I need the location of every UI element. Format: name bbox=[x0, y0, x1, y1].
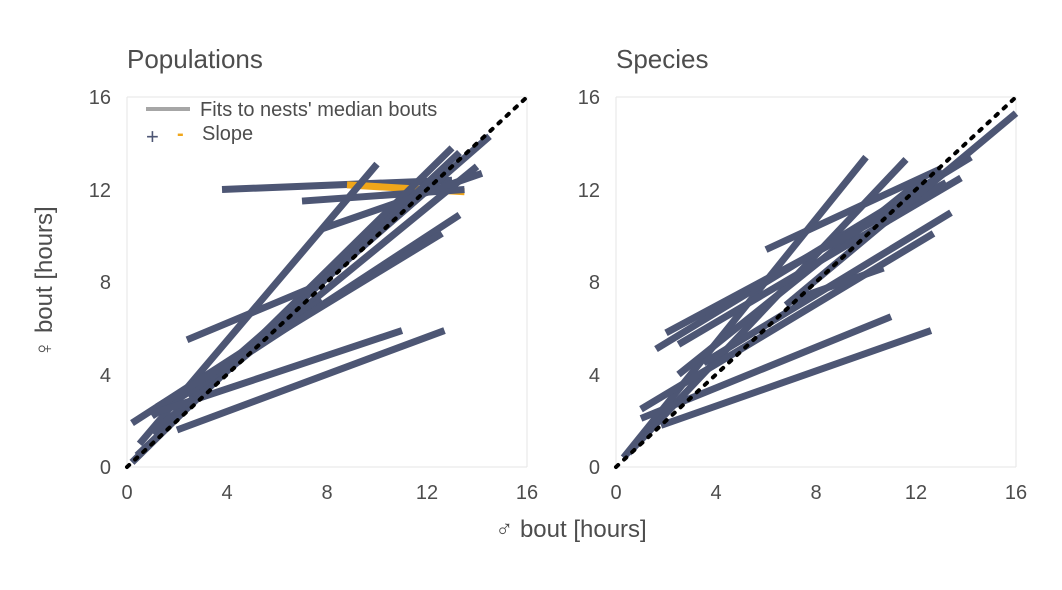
x-tick-label: 4 bbox=[221, 482, 232, 504]
fit-lines-populations bbox=[129, 133, 492, 465]
y-ticks: 16 12 8 4 0 bbox=[578, 87, 600, 479]
y-tick-label: 4 bbox=[589, 365, 600, 387]
fit-line bbox=[639, 313, 893, 422]
fit-line bbox=[789, 264, 885, 304]
x-tick-label: 12 bbox=[416, 482, 438, 504]
identity-line bbox=[614, 95, 1018, 469]
fit-line bbox=[155, 230, 444, 410]
y-tick-label: 16 bbox=[578, 87, 600, 109]
fit-line bbox=[149, 163, 480, 436]
legend-fit-label: Fits to nests' median bouts bbox=[200, 99, 437, 121]
fit-line bbox=[659, 327, 933, 429]
y-tick-label: 8 bbox=[589, 272, 600, 294]
y-tick-label: 4 bbox=[100, 365, 111, 387]
y-tick-label: 8 bbox=[100, 272, 111, 294]
legend-plus-symbol: + bbox=[146, 124, 159, 149]
x-tick-label: 0 bbox=[610, 482, 621, 504]
fit-line bbox=[639, 230, 936, 413]
panel-frame bbox=[615, 96, 1017, 468]
fit-line bbox=[185, 283, 316, 344]
fit-line bbox=[150, 327, 404, 418]
legend-slope-label: Slope bbox=[202, 123, 253, 145]
identity-line bbox=[125, 95, 529, 469]
x-tick-label: 0 bbox=[121, 482, 132, 504]
x-tick-label: 16 bbox=[1005, 482, 1027, 504]
y-tick-label: 0 bbox=[589, 457, 600, 479]
panel-populations: Populations 16 12 8 4 0 0 4 8 12 16 Fits… bbox=[89, 44, 538, 504]
legend-minus-symbol: - bbox=[177, 123, 184, 145]
x-axis-title: ♂ bout [hours] bbox=[495, 516, 646, 543]
x-ticks: 0 4 8 12 16 bbox=[610, 482, 1027, 504]
y-tick-label: 0 bbox=[100, 457, 111, 479]
panel-title-populations: Populations bbox=[127, 44, 263, 74]
x-tick-label: 12 bbox=[905, 482, 927, 504]
x-tick-label: 16 bbox=[516, 482, 538, 504]
x-tick-label: 8 bbox=[810, 482, 821, 504]
panel-species: Species 16 12 8 4 0 0 4 8 12 16 bbox=[578, 44, 1027, 504]
y-tick-label: 16 bbox=[89, 87, 111, 109]
y-tick-label: 12 bbox=[89, 180, 111, 202]
y-axis-title: ♀ bout [hours] bbox=[31, 206, 58, 357]
panel-title-species: Species bbox=[616, 44, 709, 74]
panel-frame bbox=[126, 96, 528, 468]
y-tick-label: 12 bbox=[578, 180, 600, 202]
fit-lines-species bbox=[620, 110, 1019, 460]
legend: Fits to nests' median bouts + - Slope bbox=[146, 99, 437, 149]
x-tick-label: 8 bbox=[321, 482, 332, 504]
fit-line bbox=[320, 170, 484, 233]
x-ticks: 0 4 8 12 16 bbox=[121, 482, 538, 504]
fit-line bbox=[175, 327, 446, 434]
y-ticks: 16 12 8 4 0 bbox=[89, 87, 111, 479]
fit-line bbox=[764, 165, 943, 253]
fit-line bbox=[676, 174, 963, 348]
x-tick-label: 4 bbox=[710, 482, 721, 504]
